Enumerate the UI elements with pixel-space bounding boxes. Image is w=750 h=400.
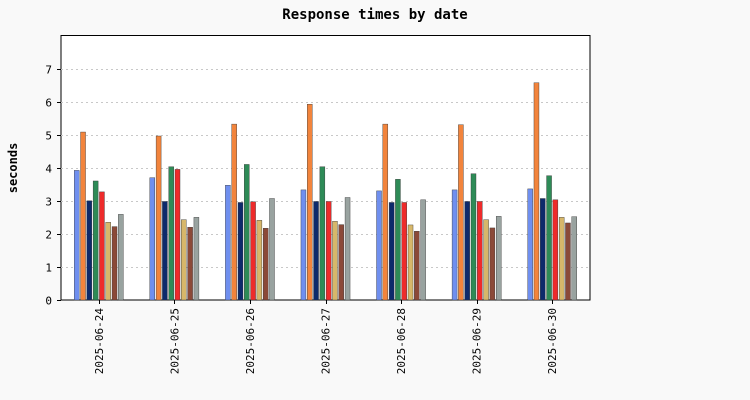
bar bbox=[565, 222, 571, 301]
bar bbox=[332, 221, 338, 301]
bar bbox=[407, 224, 414, 301]
x-tick-label: 2025-06-27 bbox=[320, 308, 333, 374]
bar bbox=[269, 198, 275, 301]
bars bbox=[74, 82, 577, 301]
bar bbox=[382, 123, 389, 301]
bar bbox=[540, 198, 546, 301]
bar bbox=[533, 82, 540, 301]
x-tick-label: 2025-06-30 bbox=[546, 308, 559, 374]
bar bbox=[118, 214, 124, 301]
x-tick-label: 2025-06-26 bbox=[244, 308, 257, 374]
bar bbox=[571, 216, 577, 301]
bar bbox=[495, 216, 502, 301]
bar bbox=[344, 197, 351, 301]
x-tick-label: 2025-06-24 bbox=[93, 308, 106, 375]
bar bbox=[174, 169, 181, 301]
bar bbox=[395, 179, 401, 301]
bar bbox=[414, 231, 420, 301]
y-tick-label: 1 bbox=[45, 262, 52, 275]
bar bbox=[300, 189, 307, 301]
y-axis: 0 1 2 3 4 5 6 7 bbox=[45, 64, 61, 308]
bar bbox=[401, 202, 407, 301]
bar bbox=[313, 201, 319, 301]
bar bbox=[464, 201, 470, 301]
bar bbox=[105, 222, 111, 301]
bar bbox=[80, 131, 86, 301]
y-tick-label: 5 bbox=[45, 130, 52, 143]
bar bbox=[558, 217, 565, 301]
bar bbox=[193, 217, 200, 301]
bar bbox=[225, 185, 231, 301]
bar bbox=[162, 201, 168, 301]
y-tick-label: 4 bbox=[45, 163, 52, 176]
bar bbox=[470, 173, 477, 301]
bar bbox=[483, 219, 489, 301]
y-tick-label: 0 bbox=[45, 295, 52, 308]
bar bbox=[74, 170, 80, 301]
bar bbox=[477, 201, 483, 301]
x-axis: 2025-06-24 2025-06-25 2025-06-26 2025-06-27… bbox=[93, 300, 559, 374]
bar bbox=[111, 226, 118, 301]
bar bbox=[250, 201, 256, 301]
bar bbox=[527, 188, 533, 301]
bar bbox=[155, 135, 162, 301]
bar bbox=[458, 124, 464, 301]
y-tick-label: 7 bbox=[45, 64, 52, 77]
bar bbox=[262, 228, 269, 301]
bar bbox=[546, 175, 552, 301]
bar bbox=[149, 177, 156, 301]
bar bbox=[99, 191, 105, 301]
y-tick-label: 6 bbox=[45, 97, 52, 110]
bar bbox=[376, 190, 382, 301]
y-tick-label: 3 bbox=[45, 196, 52, 209]
bar bbox=[420, 199, 426, 301]
bar bbox=[181, 219, 187, 301]
bar bbox=[489, 227, 496, 301]
y-tick-label: 2 bbox=[45, 229, 52, 242]
bar bbox=[92, 180, 99, 301]
bar bbox=[552, 199, 559, 301]
x-tick-label: 2025-06-29 bbox=[471, 308, 484, 374]
y-axis-label: seconds bbox=[6, 143, 20, 194]
plot-area bbox=[60, 35, 591, 301]
bar bbox=[325, 201, 332, 301]
x-tick-label: 2025-06-25 bbox=[168, 308, 181, 374]
bar bbox=[451, 189, 458, 301]
bar bbox=[307, 104, 313, 301]
bar bbox=[319, 166, 326, 301]
bar bbox=[256, 220, 263, 301]
bar bbox=[388, 202, 395, 301]
bar bbox=[338, 224, 344, 301]
bar bbox=[187, 227, 193, 301]
bar bbox=[244, 164, 250, 301]
bar bbox=[168, 166, 174, 301]
chart-title: Response times by date bbox=[282, 7, 467, 23]
bar bbox=[237, 202, 244, 301]
x-tick-label: 2025-06-28 bbox=[395, 308, 408, 374]
bar bbox=[86, 200, 93, 301]
grid bbox=[61, 69, 590, 268]
bar bbox=[231, 123, 237, 301]
